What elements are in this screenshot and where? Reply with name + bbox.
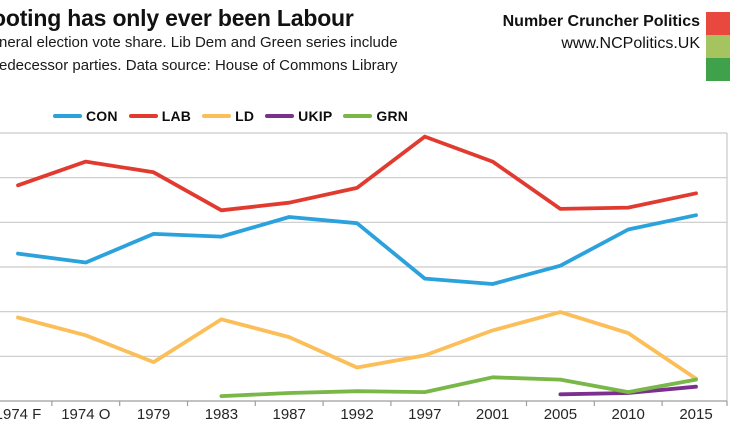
legend-swatch-con	[53, 114, 82, 118]
chart-subtitle-line1: neral election vote share. Lib Dem and G…	[0, 34, 398, 51]
chart-subtitle-line2: edecessor parties. Data source: House of…	[0, 57, 398, 74]
series-line-ld	[16, 310, 698, 381]
legend-swatch-ukip	[265, 114, 295, 118]
logo-square-olive	[706, 35, 730, 58]
x-axis-label: 2015	[679, 406, 713, 423]
x-axis-label: 1997	[408, 406, 442, 423]
ncp-logo	[706, 12, 730, 81]
legend-swatch-ld	[202, 114, 232, 118]
x-axis-label: 2001	[475, 406, 510, 423]
x-axis-labels: 1974 F 1974 O 1979 1983 1987 1992 1997 2001 2005…	[0, 406, 730, 428]
legend-item-lab: LAB	[128, 108, 192, 124]
brand-name: Number Cruncher Politics	[502, 13, 700, 30]
x-axis-label: 1983	[204, 406, 239, 423]
chart-title: ooting has only ever been Labour	[0, 5, 354, 31]
x-axis-label: 1979	[136, 406, 171, 423]
legend-item-ukip: UKIP	[265, 108, 332, 124]
logo-square-green	[706, 58, 730, 81]
series-line-grn	[219, 375, 698, 398]
legend-swatch-lab	[128, 114, 158, 118]
brand-url: www.NCPolitics.UK	[561, 35, 700, 52]
legend-label-ukip: UKIP	[298, 108, 333, 124]
series-line-con	[16, 213, 698, 286]
legend-label-ld: LD	[235, 108, 255, 124]
legend-label-con: CON	[86, 108, 118, 124]
legend: CON LAB LD UKIP GRN	[53, 107, 408, 125]
legend-swatch-grn	[343, 114, 373, 118]
legend-label-lab: LAB	[161, 108, 192, 124]
legend-item-grn: GRN	[343, 108, 408, 124]
x-axis-label: 1987	[272, 406, 306, 423]
x-axis-label: 1974 F	[0, 406, 42, 423]
x-axis-label: 1974 O	[61, 406, 111, 423]
series-line-lab	[16, 134, 698, 213]
logo-square-red	[706, 12, 730, 35]
x-axis-label: 1992	[340, 406, 374, 423]
legend-item-ld: LD	[202, 108, 254, 124]
legend-label-grn: GRN	[376, 108, 409, 124]
legend-item-con: CON	[53, 108, 118, 124]
x-axis-label: 2010	[611, 406, 645, 423]
x-axis-label: 2005	[543, 406, 578, 423]
